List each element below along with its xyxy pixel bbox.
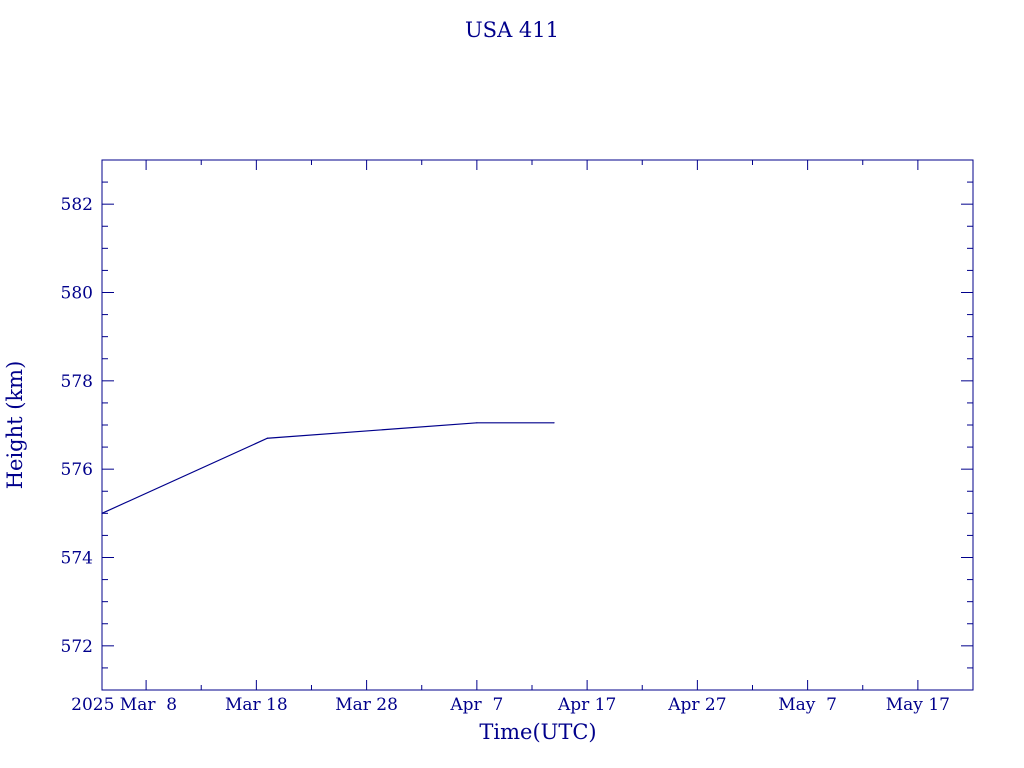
series-point bbox=[266, 437, 268, 439]
chart-title: USA 411 bbox=[465, 18, 559, 42]
ticks bbox=[102, 160, 973, 690]
y-tick-label: 576 bbox=[61, 460, 93, 480]
x-tick-label: Apr 17 bbox=[557, 695, 616, 715]
x-tick-label: May 17 bbox=[886, 695, 950, 715]
x-tick-label: May 7 bbox=[778, 695, 837, 715]
series-line-0 bbox=[101, 422, 555, 514]
x-tick-label: Apr 7 bbox=[449, 695, 503, 715]
plot-frame bbox=[101, 159, 974, 691]
y-tick-label: 582 bbox=[61, 195, 93, 215]
y-tick-label: 574 bbox=[61, 549, 93, 569]
series-point bbox=[476, 422, 478, 424]
y-tick-label: 578 bbox=[61, 372, 93, 392]
series-lines bbox=[101, 422, 555, 514]
x-tick-label: 2025 Mar 8 bbox=[71, 695, 177, 715]
x-tick-label: Mar 18 bbox=[225, 695, 288, 715]
series-point bbox=[101, 512, 103, 514]
y-tick-labels: 572 574 576 578 580 582 bbox=[61, 195, 93, 657]
x-tick-labels: 2025 Mar 8 Mar 18 Mar 28 Apr 7 Apr 17 Apr 27 M… bbox=[71, 695, 950, 715]
x-tick-label: Mar 28 bbox=[335, 695, 398, 715]
y-tick-label: 572 bbox=[61, 637, 93, 657]
series-point bbox=[553, 422, 555, 424]
x-axis-label: Time(UTC) bbox=[479, 720, 596, 744]
y-axis-label: Height (km) bbox=[3, 361, 27, 490]
y-tick-label: 580 bbox=[61, 284, 93, 304]
x-tick-label: Apr 27 bbox=[667, 695, 726, 715]
